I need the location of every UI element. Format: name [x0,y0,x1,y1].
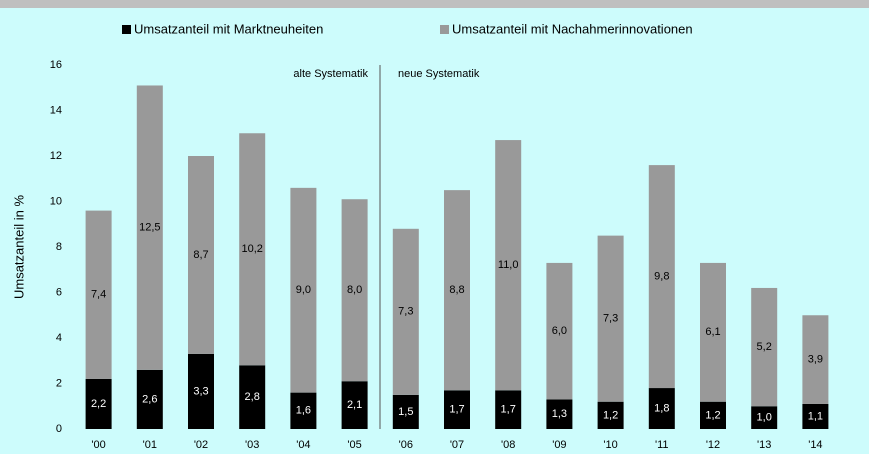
y-tick-label: 14 [50,104,62,116]
bar-segment [392,394,419,429]
bar-segment [648,165,675,389]
bar-segment [802,403,829,429]
legend-label: Umsatzanteil mit Marktneuheiten [134,21,323,36]
value-label: 9,0 [296,284,311,296]
bar-segment [341,381,368,429]
x-tick-label: '13 [757,439,771,451]
value-label: 7,3 [603,313,618,325]
bar-segment [239,365,266,429]
x-tick-label: '10 [603,439,617,451]
y-tick-label: 2 [56,377,62,389]
y-tick-label: 10 [50,195,62,207]
value-label: 1,1 [808,410,823,422]
value-label: 2,1 [347,399,362,411]
x-tick-label: '01 [143,439,157,451]
value-label: 2,2 [91,398,106,410]
x-tick-label: '04 [296,439,310,451]
bar-segment [188,353,214,429]
x-tick-label: '00 [91,439,105,451]
bar-segment [444,190,470,391]
x-tick-label: '02 [194,439,208,451]
legend-label: Umsatzanteil mit Nachahmerinnovationen [452,21,693,36]
value-label: 1,5 [398,406,413,418]
y-tick-label: 8 [56,241,62,253]
x-tick-label: '06 [399,439,413,451]
value-label: 6,0 [552,325,567,337]
x-tick-label: '03 [245,439,259,451]
annotation: alte Systematik [293,68,368,80]
value-label: 1,0 [757,412,772,424]
bar-segment [495,390,522,429]
value-label: 3,9 [808,354,823,366]
value-label: 1,7 [449,404,464,416]
x-tick-label: '12 [706,439,720,451]
bar-segment [700,401,726,429]
y-tick-label: 6 [56,286,62,298]
legend-swatch [122,25,131,34]
bar-segment [341,199,368,382]
y-tick-label: 0 [56,423,62,435]
bar-segment [136,369,163,429]
bar-segment [290,392,317,429]
x-tick-label: '08 [501,439,515,451]
top-band [0,0,869,8]
bar-segment [546,262,573,400]
value-label: 8,7 [193,249,208,261]
value-label: 6,1 [705,326,720,338]
x-tick-label: '07 [450,439,464,451]
x-tick-label: '05 [347,439,361,451]
bar-segment [751,406,778,429]
bar-segment [546,399,573,429]
bar-segment [188,156,214,354]
bar-segment [239,133,266,366]
bar-segment [392,228,419,395]
bar-segment [444,390,470,429]
bar-segment [648,388,675,429]
value-label: 3,3 [193,385,208,397]
bar-segment [290,187,317,393]
bar-segment [136,85,163,370]
value-label: 1,2 [705,409,720,421]
annotation: neue Systematik [398,68,480,80]
bar-segment [597,235,624,402]
bar-segment [751,287,778,407]
y-tick-label: 16 [50,59,62,71]
value-label: 1,7 [501,404,516,416]
value-label: 1,3 [552,408,567,420]
value-label: 11,0 [498,259,519,271]
x-tick-label: '11 [655,439,669,451]
value-label: 7,4 [91,289,106,301]
y-tick-label: 4 [56,332,62,344]
value-label: 12,5 [139,222,160,234]
value-label: 5,2 [757,341,772,353]
bar-segment [597,401,624,429]
value-label: 9,8 [654,270,669,282]
value-label: 8,8 [449,284,464,296]
bar-segment [85,378,112,429]
value-label: 10,2 [241,243,262,255]
value-label: 1,6 [296,405,311,417]
bar-segment [700,262,726,402]
value-label: 7,3 [398,306,413,318]
x-tick-label: '09 [552,439,566,451]
bar-segment [802,315,829,404]
y-axis-label: Umsatzanteil in % [11,195,26,299]
bar-segment [495,140,522,391]
value-label: 2,8 [245,391,260,403]
value-label: 2,6 [142,393,157,405]
bar-segment [85,210,112,379]
value-label: 1,8 [654,402,669,414]
value-label: 8,0 [347,284,362,296]
x-tick-label: '14 [808,439,822,451]
value-label: 1,2 [603,409,618,421]
y-tick-label: 12 [50,150,62,162]
legend-swatch [440,25,449,34]
